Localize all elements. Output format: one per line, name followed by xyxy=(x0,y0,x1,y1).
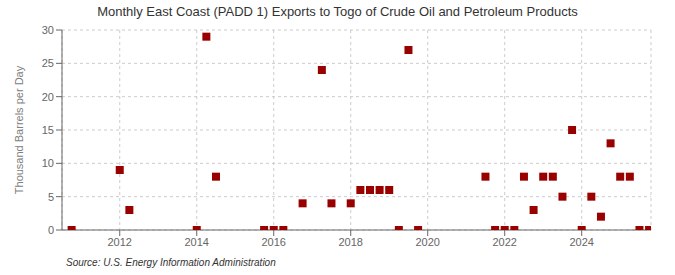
svg-text:2012: 2012 xyxy=(108,236,132,248)
html-text:Monthly East Coast (PADD 1) Ex: Monthly East Coast (PADD 1) Exports to T… xyxy=(97,4,578,19)
svg-text:2014: 2014 xyxy=(184,236,208,248)
svg-text:2016: 2016 xyxy=(261,236,285,248)
svg-text:30: 30 xyxy=(42,24,54,36)
html-text:Source: U.S. Energy Informatio: Source: U.S. Energy Information Administ… xyxy=(66,257,276,268)
svg-text:2022: 2022 xyxy=(492,236,516,248)
svg-text:5: 5 xyxy=(48,191,54,203)
svg-text:2018: 2018 xyxy=(338,236,362,248)
svg-text:Thousand Barrels per Day: Thousand Barrels per Day xyxy=(13,65,25,194)
svg-text:20: 20 xyxy=(42,91,54,103)
svg-text:0: 0 xyxy=(48,224,54,236)
svg-text:2024: 2024 xyxy=(569,236,593,248)
svg-text:2020: 2020 xyxy=(415,236,439,248)
svg-text:25: 25 xyxy=(42,57,54,69)
svg-text:10: 10 xyxy=(42,157,54,169)
svg-text:15: 15 xyxy=(42,124,54,136)
